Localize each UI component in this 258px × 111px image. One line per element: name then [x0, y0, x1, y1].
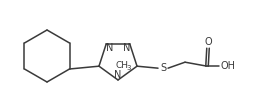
Text: 3: 3 [127, 65, 131, 71]
Text: CH: CH [116, 61, 128, 70]
Text: OH: OH [221, 61, 236, 71]
Text: O: O [204, 37, 212, 47]
Text: N: N [123, 43, 130, 53]
Text: S: S [160, 63, 166, 73]
Text: N: N [106, 43, 113, 53]
Text: N: N [114, 69, 122, 79]
